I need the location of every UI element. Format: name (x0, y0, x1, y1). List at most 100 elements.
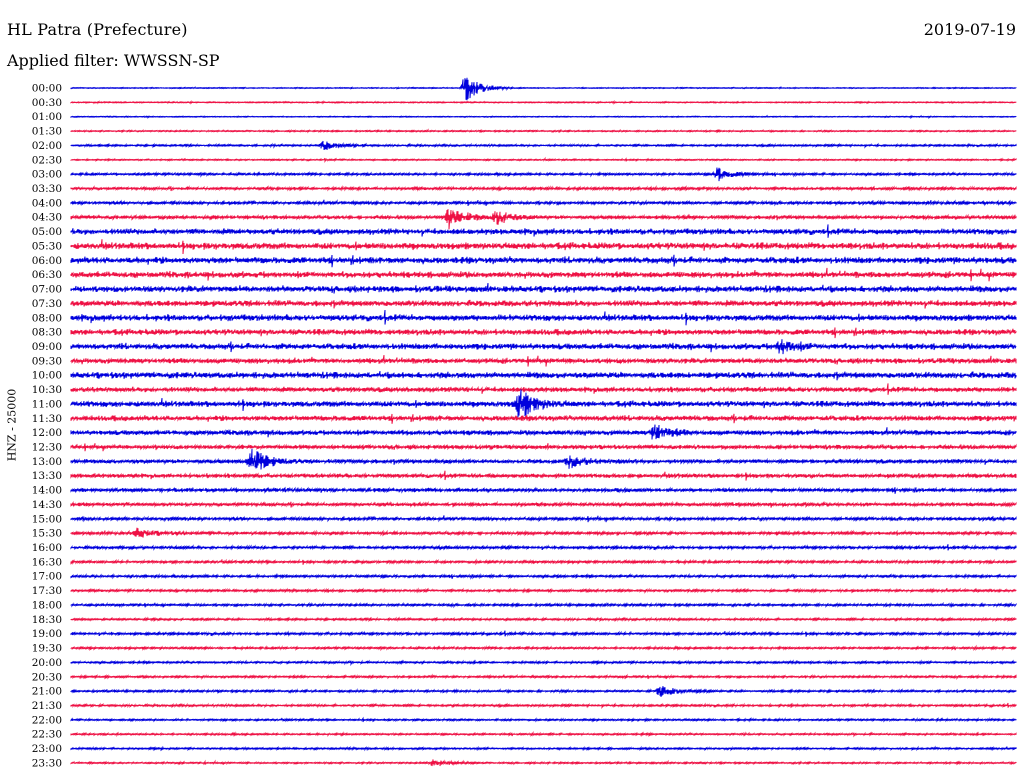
time-tick-label: 23:30 (32, 757, 62, 769)
trace-line (70, 389, 1017, 418)
time-tick-label: 08:30 (32, 327, 62, 339)
time-tick-label: 10:00 (32, 370, 62, 382)
time-tick-label: 16:30 (32, 556, 62, 568)
trace-line (70, 283, 1017, 294)
time-tick-label: 17:00 (32, 571, 62, 583)
trace-line (70, 339, 1017, 355)
station-title: HL Patra (Prefecture) (7, 20, 188, 39)
time-tick-label: 21:00 (32, 686, 62, 698)
time-tick-label: 23:00 (32, 743, 62, 755)
time-tick-label: 18:30 (32, 614, 62, 626)
time-tick-label: 12:00 (32, 427, 62, 439)
time-tick-label: 05:00 (32, 226, 62, 238)
trace-line (70, 544, 1017, 551)
trace-line (70, 327, 1017, 339)
time-tick-label: 08:00 (32, 312, 62, 324)
trace-line (70, 745, 1017, 752)
time-tick-label: 14:30 (32, 499, 62, 511)
trace-line (70, 100, 1017, 105)
trace-line (70, 527, 1017, 538)
trace-line (70, 383, 1017, 395)
trace-line (70, 759, 1017, 767)
time-tick-label: 10:30 (32, 384, 62, 396)
time-tick-label: 01:30 (32, 126, 62, 138)
time-tick-label: 03:00 (32, 169, 62, 181)
time-tick-label: 13:30 (32, 470, 62, 482)
time-tick-label: 02:30 (32, 154, 62, 166)
time-tick-label: 12:30 (32, 442, 62, 454)
trace-line (70, 731, 1017, 738)
time-tick-label: 04:00 (32, 197, 62, 209)
trace-line (70, 686, 1017, 698)
time-tick-label: 22:00 (32, 714, 62, 726)
trace-line (70, 616, 1017, 623)
time-tick-label: 19:00 (32, 628, 62, 640)
trace-line (70, 114, 1017, 120)
trace-line (70, 424, 1017, 440)
trace-line (70, 515, 1017, 523)
time-tick-label: 06:00 (32, 255, 62, 267)
trace-line (70, 254, 1017, 268)
time-tick-label: 06:30 (32, 269, 62, 281)
time-tick-label: 16:00 (32, 542, 62, 554)
trace-line (70, 413, 1017, 424)
trace-line (70, 601, 1017, 609)
trace-line (70, 587, 1017, 594)
trace-line (70, 370, 1017, 381)
trace-line (70, 443, 1017, 452)
time-tick-label: 02:00 (32, 140, 62, 152)
time-tick-label: 07:00 (32, 284, 62, 296)
trace-line (70, 77, 1017, 101)
time-tick-label: 05:30 (32, 240, 62, 252)
trace-line (70, 209, 1017, 230)
time-tick-label: 22:30 (32, 729, 62, 741)
trace-line (70, 224, 1017, 238)
time-tick-label: 11:30 (32, 413, 62, 425)
trace-line (70, 716, 1017, 723)
trace-line (70, 470, 1017, 481)
time-tick-label: 20:30 (32, 671, 62, 683)
trace-line (70, 199, 1017, 207)
trace-line (70, 128, 1017, 134)
trace-line (70, 486, 1017, 494)
filter-label: Applied filter: WWSSN-SP (7, 51, 220, 70)
trace-line (70, 355, 1017, 367)
time-tick-label: 19:30 (32, 643, 62, 655)
time-tick-label: 13:00 (32, 456, 62, 468)
record-date: 2019-07-19 (923, 20, 1016, 39)
trace-line (70, 500, 1017, 509)
trace-line (70, 644, 1017, 652)
time-tick-label: 04:30 (32, 212, 62, 224)
time-tick-label: 01:00 (32, 111, 62, 123)
trace-line (70, 239, 1017, 255)
trace-line (70, 702, 1017, 710)
trace-line (70, 309, 1017, 326)
trace-line (70, 299, 1017, 309)
time-tick-label: 20:00 (32, 657, 62, 669)
time-tick-label: 21:30 (32, 700, 62, 712)
trace-line (70, 630, 1017, 638)
time-tick-label: 00:30 (32, 97, 62, 109)
trace-line (70, 167, 1017, 182)
trace-line (70, 448, 1017, 470)
time-tick-label: 17:30 (32, 585, 62, 597)
trace-line (70, 140, 1017, 150)
trace-line (70, 558, 1017, 566)
time-tick-label: 15:30 (32, 528, 62, 540)
time-tick-label: 09:00 (32, 341, 62, 353)
trace-line (70, 156, 1017, 163)
time-tick-label: 15:00 (32, 513, 62, 525)
time-tick-label: 18:00 (32, 599, 62, 611)
time-tick-label: 11:00 (32, 398, 62, 410)
time-tick-label: 09:30 (32, 355, 62, 367)
time-tick-label: 07:30 (32, 298, 62, 310)
trace-line (70, 185, 1017, 192)
trace-line (70, 267, 1017, 282)
time-tick-label: 03:30 (32, 183, 62, 195)
trace-line (70, 572, 1017, 580)
trace-line (70, 659, 1017, 667)
time-tick-label: 00:00 (32, 83, 62, 95)
trace-line (70, 673, 1017, 680)
time-tick-label: 14:00 (32, 485, 62, 497)
